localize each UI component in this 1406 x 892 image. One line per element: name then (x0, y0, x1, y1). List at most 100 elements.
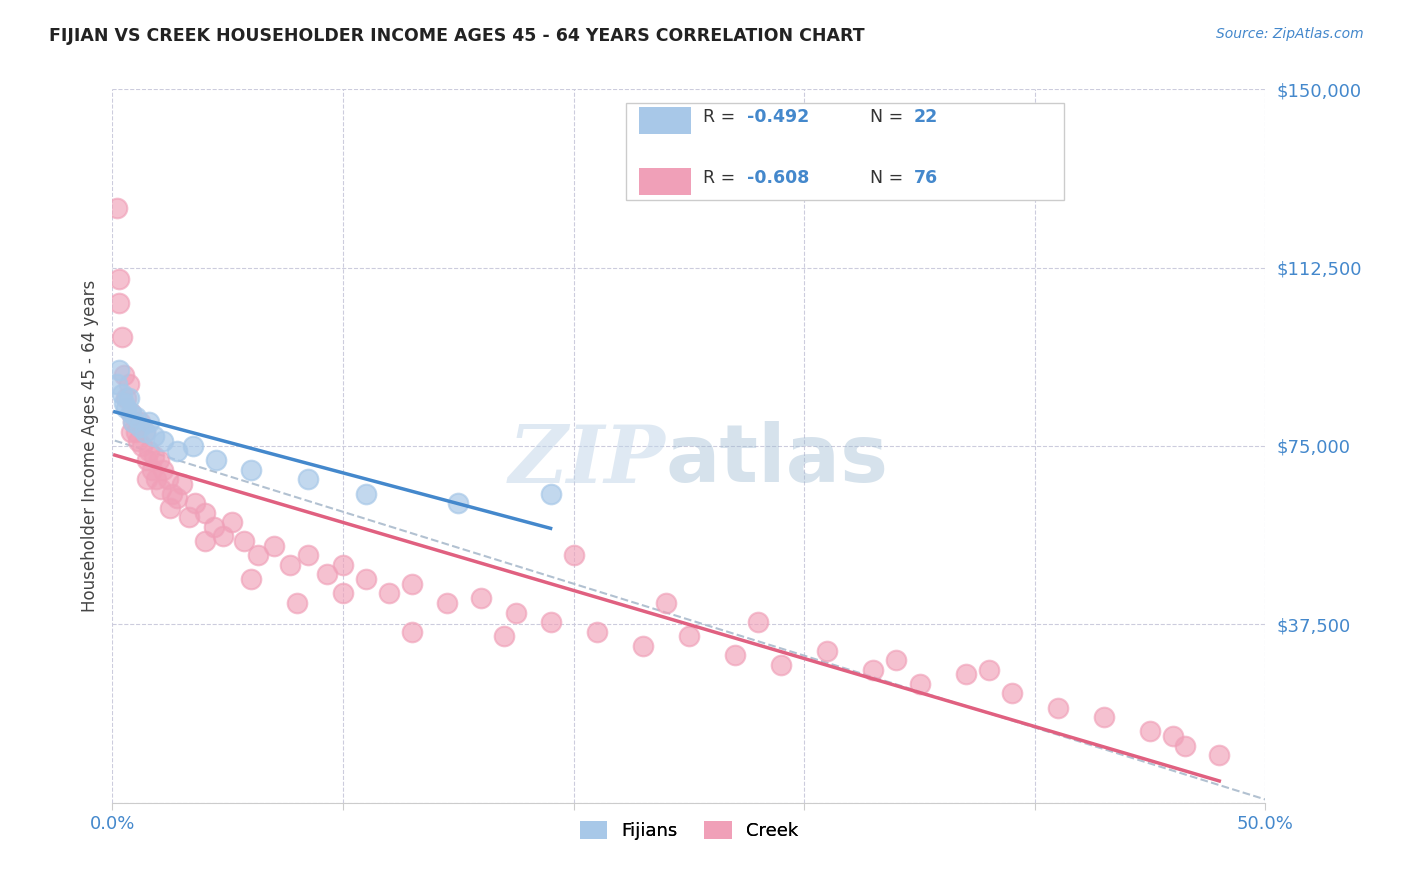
Point (170, 477, 193, 491)
Point (505, 606, 527, 620)
Point (221, 515, 243, 529)
Point (108, 296, 131, 310)
Point (354, 486, 377, 500)
Text: R =: R = (703, 108, 741, 126)
Text: -0.608: -0.608 (747, 169, 808, 186)
Point (127, 434, 149, 449)
Point (122, 415, 145, 429)
Point (232, 534, 254, 549)
Point (401, 577, 423, 591)
Point (120, 425, 142, 439)
Point (815, 643, 838, 657)
Point (134, 425, 156, 439)
Point (112, 368, 135, 382)
Point (886, 653, 908, 667)
Point (378, 586, 401, 600)
Point (212, 529, 235, 543)
Point (655, 596, 678, 610)
Point (141, 463, 163, 477)
Point (297, 549, 319, 563)
Point (1139, 724, 1161, 739)
Text: N =: N = (870, 169, 908, 186)
Point (152, 434, 174, 449)
Point (117, 392, 139, 406)
Point (747, 615, 769, 629)
Text: N =: N = (870, 108, 908, 126)
Y-axis label: Householder Income Ages 45 - 64 years: Householder Income Ages 45 - 64 years (80, 280, 98, 612)
Point (105, 377, 128, 392)
Point (120, 406, 142, 420)
Point (159, 500, 181, 515)
Point (316, 567, 339, 582)
Text: 22: 22 (914, 108, 938, 126)
Point (131, 439, 153, 453)
Point (908, 677, 931, 691)
Point (285, 596, 308, 610)
Point (111, 386, 134, 401)
Point (354, 572, 377, 586)
Point (108, 363, 131, 377)
Point (105, 201, 128, 215)
Text: ZIP: ZIP (509, 422, 666, 499)
Text: FIJIAN VS CREEK HOUSEHOLDER INCOME AGES 45 - 64 YEARS CORRELATION CHART: FIJIAN VS CREEK HOUSEHOLDER INCOME AGES … (49, 27, 865, 45)
Point (1174, 739, 1197, 753)
Bar (640, 107, 692, 134)
Point (202, 520, 225, 534)
Point (181, 439, 204, 453)
Point (239, 572, 262, 586)
Point (143, 429, 166, 443)
Point (263, 539, 285, 553)
Point (955, 667, 977, 681)
Point (562, 549, 585, 563)
Point (149, 482, 172, 496)
Point (134, 425, 156, 439)
Point (138, 443, 160, 458)
Point (122, 415, 145, 429)
Point (332, 558, 354, 572)
Point (977, 663, 1000, 677)
Point (148, 453, 170, 467)
Point (136, 453, 159, 467)
Point (136, 472, 159, 486)
Point (152, 463, 174, 477)
Point (585, 624, 607, 639)
Point (246, 549, 269, 563)
Point (724, 648, 747, 663)
Point (156, 472, 179, 486)
Point (112, 396, 135, 410)
Point (205, 453, 228, 467)
Legend: Fijians, Creek: Fijians, Creek (572, 814, 806, 847)
Point (115, 401, 138, 415)
Point (332, 586, 354, 600)
Text: Source: ZipAtlas.com: Source: ZipAtlas.com (1216, 27, 1364, 41)
Point (862, 663, 884, 677)
Point (631, 639, 654, 653)
Point (239, 463, 262, 477)
Point (166, 491, 188, 506)
Text: 76: 76 (914, 169, 938, 186)
Point (162, 486, 184, 500)
Point (117, 377, 139, 392)
Point (540, 615, 562, 629)
Point (540, 486, 562, 500)
Text: atlas: atlas (666, 421, 889, 500)
Point (436, 596, 458, 610)
Point (129, 415, 152, 429)
Point (1046, 700, 1069, 714)
Point (1161, 729, 1184, 743)
Point (494, 629, 516, 643)
Point (177, 510, 200, 524)
Point (124, 410, 146, 425)
Point (145, 472, 167, 486)
Text: R =: R = (703, 169, 741, 186)
Text: -0.492: -0.492 (747, 108, 808, 126)
Point (401, 624, 423, 639)
Point (1001, 686, 1024, 700)
Point (120, 406, 142, 420)
Point (143, 449, 166, 463)
Point (124, 425, 146, 439)
Point (111, 329, 134, 343)
Point (447, 496, 470, 510)
Bar (640, 168, 692, 194)
Point (297, 472, 319, 486)
